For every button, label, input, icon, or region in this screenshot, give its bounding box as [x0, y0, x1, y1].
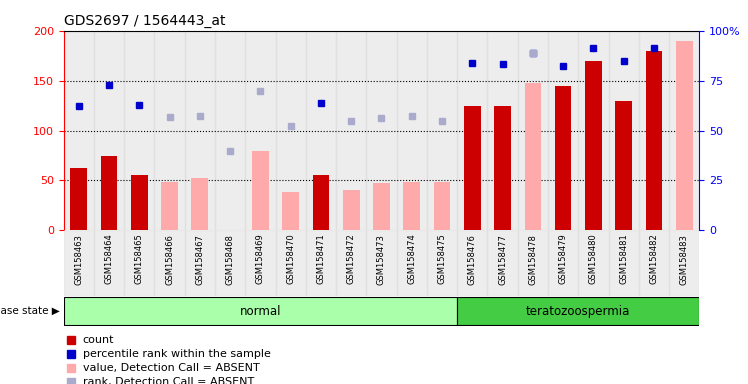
Bar	[191, 179, 208, 230]
Text: GSM158474: GSM158474	[407, 233, 416, 285]
Bar	[639, 31, 669, 230]
Bar	[457, 230, 488, 296]
Text: GSM158481: GSM158481	[619, 233, 628, 285]
Bar	[245, 31, 275, 230]
Bar	[403, 182, 420, 230]
Bar	[185, 230, 215, 296]
Bar	[676, 41, 693, 230]
Bar	[616, 101, 632, 230]
Bar	[434, 182, 450, 230]
Bar	[518, 31, 548, 230]
Bar	[275, 230, 306, 296]
Bar	[464, 106, 481, 230]
Bar	[245, 230, 275, 296]
Bar	[524, 83, 542, 230]
Bar	[457, 31, 488, 230]
Bar	[488, 230, 518, 296]
Bar	[396, 230, 427, 296]
Text: percentile rank within the sample: percentile rank within the sample	[82, 349, 271, 359]
Text: rank, Detection Call = ABSENT: rank, Detection Call = ABSENT	[82, 377, 254, 384]
Bar	[94, 230, 124, 296]
Text: GSM158465: GSM158465	[135, 233, 144, 285]
Bar	[555, 86, 571, 230]
Bar	[336, 31, 367, 230]
Text: GSM158479: GSM158479	[559, 233, 568, 285]
Bar	[548, 230, 578, 296]
Bar	[548, 31, 578, 230]
Bar	[669, 230, 699, 296]
Bar	[215, 31, 245, 230]
Text: GSM158473: GSM158473	[377, 233, 386, 285]
Bar	[215, 230, 245, 296]
Bar	[64, 297, 457, 325]
Text: GSM158475: GSM158475	[438, 233, 447, 285]
Bar	[639, 230, 669, 296]
Text: count: count	[82, 335, 114, 345]
Bar	[457, 297, 699, 325]
Text: GSM158469: GSM158469	[256, 233, 265, 285]
Bar	[64, 230, 94, 296]
Bar	[396, 31, 427, 230]
Bar	[427, 230, 457, 296]
Bar	[336, 230, 367, 296]
Bar	[70, 169, 87, 230]
Bar	[578, 230, 609, 296]
Text: disease state ▶: disease state ▶	[0, 306, 60, 316]
Text: GSM158476: GSM158476	[468, 233, 476, 285]
Bar	[669, 31, 699, 230]
Bar	[609, 230, 639, 296]
Text: GSM158471: GSM158471	[316, 233, 325, 285]
Text: GSM158464: GSM158464	[105, 233, 114, 285]
Text: GSM158483: GSM158483	[680, 233, 689, 285]
Text: GSM158482: GSM158482	[649, 233, 658, 285]
Bar	[154, 31, 185, 230]
Text: GSM158472: GSM158472	[347, 233, 356, 285]
Text: GSM158480: GSM158480	[589, 233, 598, 285]
Bar	[306, 230, 336, 296]
Bar	[306, 31, 336, 230]
Text: GSM158478: GSM158478	[528, 233, 537, 285]
Bar	[275, 31, 306, 230]
Bar	[313, 175, 329, 230]
Bar	[252, 151, 269, 230]
Text: GSM158468: GSM158468	[226, 233, 235, 285]
Bar	[185, 31, 215, 230]
Bar	[162, 182, 178, 230]
Bar	[101, 156, 117, 230]
Bar	[373, 184, 390, 230]
Bar	[367, 230, 396, 296]
Bar	[124, 230, 154, 296]
Text: teratozoospermia: teratozoospermia	[526, 305, 631, 318]
Text: GSM158463: GSM158463	[74, 233, 83, 285]
Bar	[64, 31, 94, 230]
Text: value, Detection Call = ABSENT: value, Detection Call = ABSENT	[82, 363, 260, 373]
Bar	[518, 230, 548, 296]
Bar	[578, 31, 609, 230]
Bar	[427, 31, 457, 230]
Bar	[488, 31, 518, 230]
Text: GSM158466: GSM158466	[165, 233, 174, 285]
Text: normal: normal	[239, 305, 281, 318]
Bar	[154, 230, 185, 296]
Bar	[646, 51, 662, 230]
Bar	[609, 31, 639, 230]
Bar	[131, 175, 147, 230]
Text: GSM158467: GSM158467	[195, 233, 204, 285]
Bar	[282, 192, 299, 230]
Text: GSM158477: GSM158477	[498, 233, 507, 285]
Bar	[343, 190, 360, 230]
Bar	[585, 61, 601, 230]
Bar	[124, 31, 154, 230]
Text: GSM158470: GSM158470	[286, 233, 295, 285]
Bar	[494, 106, 511, 230]
Bar	[367, 31, 396, 230]
Text: GDS2697 / 1564443_at: GDS2697 / 1564443_at	[64, 14, 225, 28]
Bar	[94, 31, 124, 230]
